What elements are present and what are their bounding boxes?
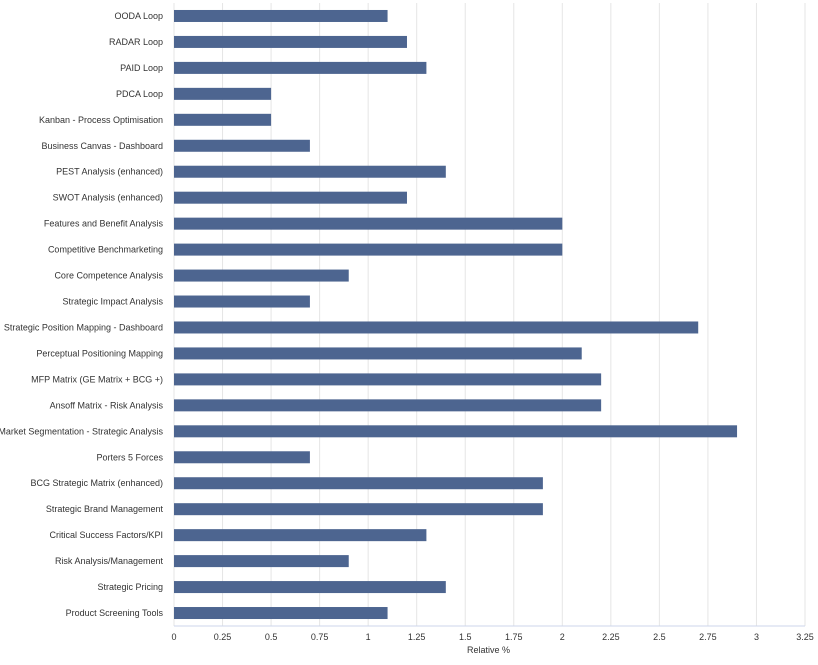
x-tick-label: 1.5 bbox=[459, 632, 472, 642]
bar[interactable] bbox=[174, 35, 407, 48]
x-tick-label: 2.25 bbox=[602, 632, 620, 642]
category-label: Strategic Pricing bbox=[97, 582, 163, 592]
bar[interactable] bbox=[174, 451, 310, 464]
category-label: Competitive Benchmarketing bbox=[48, 245, 163, 255]
bars bbox=[174, 9, 738, 620]
category-labels: OODA Loop RADAR Loop PAID Loop PDCA Loop Kan… bbox=[0, 11, 163, 618]
x-axis-ticks: 0 0.25 0.5 0.75 1 1.25 1.5 1.75 2 2.25 2.5 2.75 3 3.2… bbox=[171, 632, 813, 642]
category-label: Critical Success Factors/KPI bbox=[49, 530, 163, 540]
category-label: RADAR Loop bbox=[109, 37, 163, 47]
bar[interactable] bbox=[174, 61, 427, 74]
category-label: Ansoff Matrix - Risk Analysis bbox=[50, 400, 164, 410]
bar[interactable] bbox=[174, 555, 349, 568]
x-tick-label: 2.5 bbox=[653, 632, 666, 642]
category-label: Strategic Impact Analysis bbox=[62, 297, 163, 307]
category-label: PAID Loop bbox=[120, 63, 163, 73]
category-label: Strategic Position Mapping - Dashboard bbox=[4, 322, 163, 332]
x-tick-label: 2 bbox=[560, 632, 565, 642]
category-label: Perceptual Positioning Mapping bbox=[36, 348, 163, 358]
x-tick-label: 0.75 bbox=[311, 632, 329, 642]
bar[interactable] bbox=[174, 607, 388, 620]
category-label: PDCA Loop bbox=[116, 89, 163, 99]
category-label: Market Segmentation - Strategic Analysis bbox=[0, 426, 163, 436]
grid-lines bbox=[173, 3, 806, 626]
x-axis-title: Relative % bbox=[467, 645, 510, 655]
bar[interactable] bbox=[174, 269, 349, 282]
category-label: BCG Strategic Matrix (enhanced) bbox=[30, 478, 163, 488]
bar[interactable] bbox=[174, 87, 272, 100]
category-label: Core Competence Analysis bbox=[54, 271, 163, 281]
bar[interactable] bbox=[174, 139, 310, 152]
category-label: Features and Benefit Analysis bbox=[44, 219, 164, 229]
bar[interactable] bbox=[174, 191, 407, 204]
bar[interactable] bbox=[174, 217, 563, 230]
bar[interactable] bbox=[174, 321, 699, 334]
x-tick-label: 0.25 bbox=[214, 632, 232, 642]
bar[interactable] bbox=[174, 529, 427, 542]
category-label: Risk Analysis/Management bbox=[55, 556, 164, 566]
bar[interactable] bbox=[174, 399, 602, 412]
bar[interactable] bbox=[174, 373, 602, 386]
category-label: Business Canvas - Dashboard bbox=[41, 141, 163, 151]
category-label: SWOT Analysis (enhanced) bbox=[53, 193, 163, 203]
bar[interactable] bbox=[174, 165, 446, 178]
x-tick-label: 3.25 bbox=[796, 632, 814, 642]
category-label: Strategic Brand Management bbox=[46, 504, 164, 514]
bar[interactable] bbox=[174, 9, 388, 22]
x-tick-label: 2.75 bbox=[699, 632, 717, 642]
x-tick-label: 1.25 bbox=[408, 632, 426, 642]
category-label: OODA Loop bbox=[114, 11, 163, 21]
x-tick-label: 0 bbox=[171, 632, 176, 642]
bar[interactable] bbox=[174, 347, 582, 360]
category-label: Product Screening Tools bbox=[66, 608, 164, 618]
bar[interactable] bbox=[174, 243, 563, 256]
x-tick-label: 1.75 bbox=[505, 632, 523, 642]
category-label: MFP Matrix (GE Matrix + BCG +) bbox=[31, 374, 163, 384]
bar[interactable] bbox=[174, 295, 310, 308]
x-tick-label: 0.5 bbox=[265, 632, 278, 642]
x-tick-label: 1 bbox=[366, 632, 371, 642]
bar[interactable] bbox=[174, 113, 272, 126]
bar[interactable] bbox=[174, 425, 738, 438]
bar[interactable] bbox=[174, 503, 543, 516]
category-label: Kanban - Process Optimisation bbox=[39, 115, 163, 125]
bar[interactable] bbox=[174, 581, 446, 594]
x-tick-label: 3 bbox=[754, 632, 759, 642]
category-label: PEST Analysis (enhanced) bbox=[56, 167, 163, 177]
bar[interactable] bbox=[174, 477, 543, 490]
category-label: Porters 5 Forces bbox=[96, 452, 163, 462]
